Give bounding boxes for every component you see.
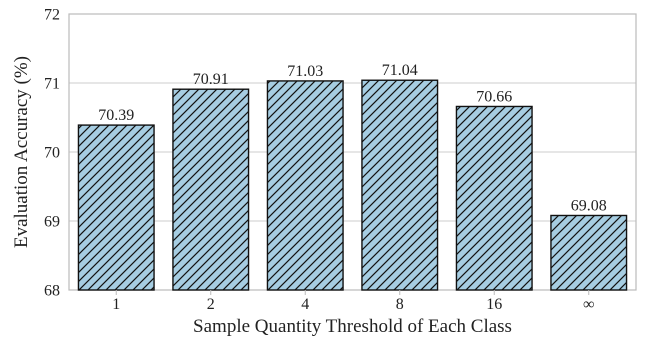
y-tick-label: 70 [44,145,60,162]
data-label: 70.91 [193,71,229,88]
y-tick-labels: 68 69 70 71 72 [44,7,60,300]
x-axis-title: Sample Quantity Threshold of Each Class [193,316,512,337]
data-label: 71.04 [382,62,418,79]
y-tick-label: 71 [44,76,60,93]
y-tick-label: 69 [44,214,60,231]
data-label: 69.08 [571,197,607,214]
bar [455,105,533,291]
y-axis-title: Evaluation Accuracy (%) [11,56,32,248]
bar [172,88,250,291]
plot-frame [68,13,637,291]
axes-border [68,13,637,291]
data-label: 70.39 [98,107,134,124]
x-tick-labels: 1 2 4 8 16 ∞ [112,290,594,313]
x-tick-label: ∞ [583,296,594,313]
bar [550,214,628,291]
bar [77,124,155,291]
x-tick-label: 2 [207,296,215,313]
y-tick-label: 68 [44,283,60,300]
bar [266,80,344,291]
data-label: 71.03 [287,63,323,80]
bars [77,79,628,291]
y-tick-label: 72 [44,7,60,24]
data-label: 70.66 [476,88,512,105]
x-tick-label: 1 [112,296,120,313]
data-labels: 70.39 70.91 71.03 71.04 70.66 69.08 [98,62,607,214]
bar [361,79,439,291]
x-tick-label: 4 [301,296,309,313]
x-tick-label: 8 [396,296,404,313]
x-tick-label: 16 [486,296,502,313]
